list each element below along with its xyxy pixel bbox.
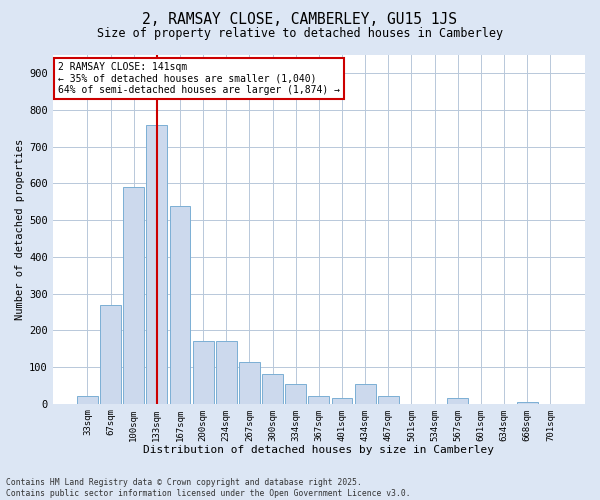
Bar [262, 374, 283, 404]
Bar [286, 384, 306, 404]
X-axis label: Distribution of detached houses by size in Camberley: Distribution of detached houses by size … [143, 445, 494, 455]
Text: 2, RAMSAY CLOSE, CAMBERLEY, GU15 1JS: 2, RAMSAY CLOSE, CAMBERLEY, GU15 1JS [143, 12, 458, 28]
Bar [355, 384, 376, 404]
Text: Contains HM Land Registry data © Crown copyright and database right 2025.
Contai: Contains HM Land Registry data © Crown c… [6, 478, 410, 498]
Bar [77, 396, 98, 404]
Bar [517, 402, 538, 404]
Bar [239, 362, 260, 404]
Bar [123, 187, 144, 404]
Bar [332, 398, 352, 404]
Bar [146, 124, 167, 404]
Bar [216, 342, 237, 404]
Bar [170, 206, 190, 404]
Text: Size of property relative to detached houses in Camberley: Size of property relative to detached ho… [97, 28, 503, 40]
Y-axis label: Number of detached properties: Number of detached properties [15, 138, 25, 320]
Text: 2 RAMSAY CLOSE: 141sqm
← 35% of detached houses are smaller (1,040)
64% of semi-: 2 RAMSAY CLOSE: 141sqm ← 35% of detached… [58, 62, 340, 95]
Bar [100, 304, 121, 404]
Bar [308, 396, 329, 404]
Bar [448, 398, 468, 404]
Bar [378, 396, 399, 404]
Bar [193, 342, 214, 404]
